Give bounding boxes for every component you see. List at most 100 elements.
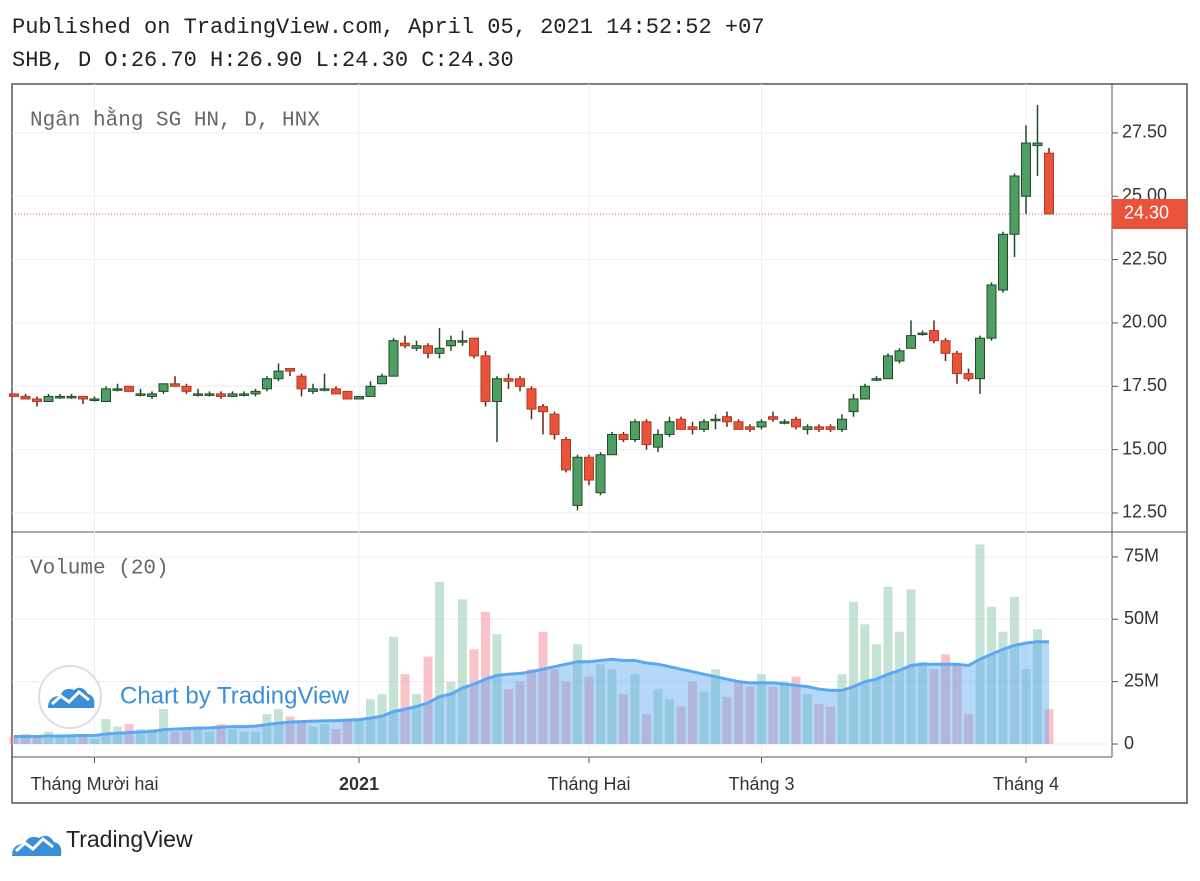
- volume-bar: [136, 729, 145, 745]
- last-price-label: 24.30: [1124, 203, 1169, 223]
- candle-body: [733, 421, 744, 430]
- candle-body: [699, 421, 709, 430]
- volume-bar: [803, 694, 812, 745]
- candle-body: [630, 421, 640, 441]
- volume-bar: [78, 734, 88, 745]
- candle-body: [377, 375, 387, 385]
- volume-bar: [699, 691, 709, 745]
- published: Published on TradingView.com, April 05, …: [12, 15, 765, 40]
- volume-bar: [389, 636, 398, 745]
- candle-body: [101, 388, 111, 403]
- volume-bar: [952, 664, 962, 745]
- volume-bar: [366, 699, 375, 745]
- candle-body: [687, 426, 698, 430]
- volume-bar: [711, 669, 720, 745]
- volume-bar: [251, 731, 260, 745]
- volume-bar: [527, 669, 536, 745]
- volume-bar: [331, 729, 341, 745]
- candle-body: [607, 433, 617, 456]
- volume-bar: [262, 714, 272, 745]
- candle-body: [871, 378, 882, 381]
- volume-bar: [768, 686, 778, 745]
- volume-bar: [113, 726, 122, 745]
- x-tick-label: Tháng Hai: [547, 774, 630, 794]
- volume-tick-label: 75M: [1124, 546, 1159, 566]
- candle-body: [561, 439, 571, 471]
- candle-body: [423, 345, 433, 354]
- candle-body: [388, 340, 399, 377]
- candle-body: [457, 340, 468, 343]
- volume-bar: [883, 586, 893, 745]
- candle-body: [55, 395, 65, 399]
- volume-bar: [504, 689, 513, 745]
- volume-bar: [423, 656, 433, 745]
- volume-bar: [343, 721, 352, 745]
- candle-body: [538, 406, 548, 413]
- volume-bar: [929, 669, 939, 745]
- volume-bar: [412, 694, 421, 745]
- candle-body: [469, 337, 479, 357]
- volume-tick-label: 25M: [1124, 670, 1159, 690]
- candle-body: [515, 378, 525, 387]
- y-tick-label: 22.50: [1122, 248, 1167, 268]
- volume-bar: [377, 694, 387, 745]
- volume-bar: [665, 699, 674, 745]
- candle-body: [285, 368, 295, 372]
- candle-body: [296, 375, 307, 390]
- volume-bar: [182, 729, 191, 745]
- y-tick-label: 17.50: [1122, 375, 1167, 395]
- candle-body: [43, 395, 54, 403]
- plot: 12.5015.0017.5020.0022.5025.0027.50025M5…: [9, 84, 1187, 794]
- candle-body: [837, 418, 847, 430]
- candle-body: [112, 388, 123, 391]
- volume-bar: [814, 704, 824, 745]
- candle-body: [929, 330, 939, 342]
- volume-bar: [1033, 629, 1042, 745]
- candle-body: [894, 350, 905, 362]
- candle-body: [791, 418, 801, 428]
- candle-body: [641, 421, 652, 446]
- candle-body: [411, 345, 422, 349]
- volume-tick-label: 0: [1124, 733, 1134, 753]
- x-tick-label: Tháng Mười hai: [31, 774, 159, 794]
- candle-body: [446, 340, 456, 347]
- candle-body: [940, 340, 951, 354]
- volume-bar: [561, 681, 571, 745]
- volume-bar: [780, 681, 789, 745]
- volume-bar: [918, 661, 927, 745]
- volume-bar: [538, 631, 548, 745]
- candle-body: [262, 378, 272, 390]
- candle-body: [147, 393, 157, 397]
- x-tick-label: Tháng 3: [728, 774, 794, 794]
- candle-body: [480, 355, 491, 403]
- volume-bar: [101, 719, 111, 745]
- candle-body: [917, 332, 928, 336]
- volume-bar: [308, 726, 318, 745]
- candle-body: [756, 421, 767, 428]
- volume-bar: [550, 669, 559, 745]
- volume-bar: [354, 719, 364, 745]
- volume-bar: [297, 721, 306, 745]
- volume-bar: [228, 729, 237, 745]
- candle-body: [492, 378, 502, 403]
- volume-bar: [895, 631, 904, 745]
- volume-bar: [90, 739, 99, 745]
- candle-body: [319, 388, 330, 391]
- volume-ma-line: [14, 640, 1049, 739]
- volume-bar: [975, 544, 985, 745]
- volume-bar: [676, 706, 686, 745]
- candle-body: [722, 416, 732, 423]
- candle-body: [584, 456, 594, 481]
- candle-body: [883, 355, 893, 380]
- candle-body: [653, 433, 663, 448]
- volume-bar: [688, 681, 697, 745]
- candle-body: [135, 393, 146, 396]
- candle-body: [825, 426, 836, 430]
- candle-body: [331, 388, 341, 395]
- volume-bar: [872, 644, 881, 745]
- volume-bar: [987, 606, 996, 745]
- candle-body: [526, 388, 537, 410]
- volume-bar: [67, 736, 76, 745]
- volume-bar: [860, 624, 870, 745]
